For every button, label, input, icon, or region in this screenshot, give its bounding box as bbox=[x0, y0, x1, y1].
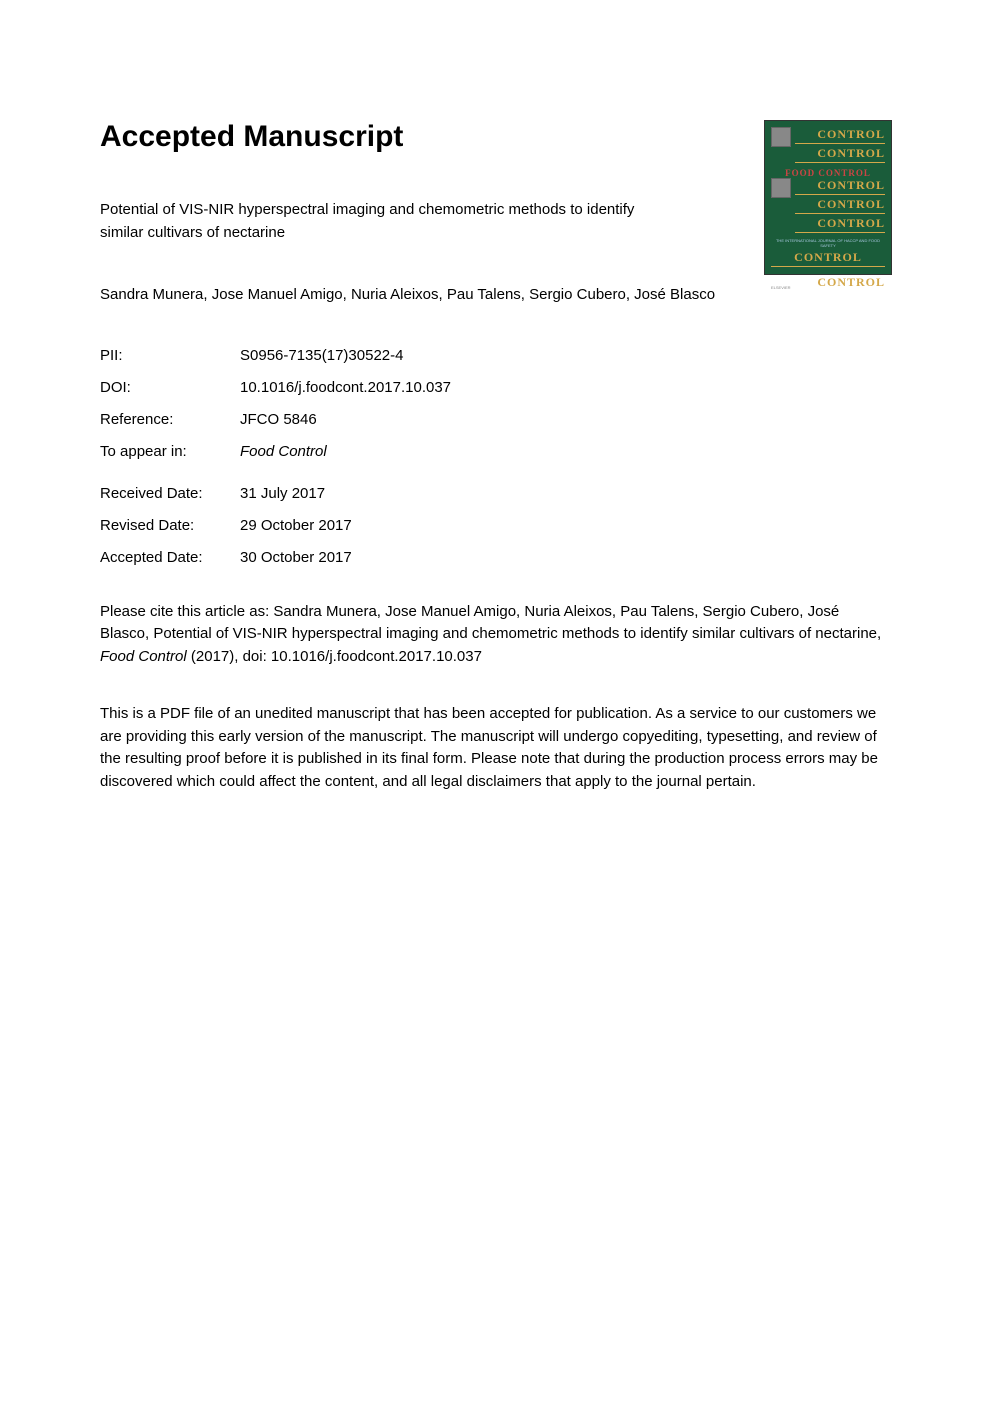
journal-control-text-2: CONTROL bbox=[795, 146, 885, 163]
metadata-value-pii: S0956-7135(17)30522-4 bbox=[240, 347, 403, 364]
metadata-value-revised: 29 October 2017 bbox=[240, 517, 352, 534]
journal-control-text-6: CONTROL bbox=[771, 250, 885, 267]
journal-elsevier-text: ELSEVIER bbox=[771, 285, 791, 290]
metadata-row-doi: DOI: 10.1016/j.foodcont.2017.10.037 bbox=[100, 379, 892, 396]
header-section: Accepted Manuscript CONTROL CONTROL FOOD… bbox=[100, 120, 892, 307]
journal-control-text-4: CONTROL bbox=[795, 197, 885, 214]
article-title: Potential of VIS-NIR hyperspectral imagi… bbox=[100, 199, 680, 244]
citation-prefix: Please cite this article as: Sandra Mune… bbox=[100, 603, 881, 643]
citation-text: Please cite this article as: Sandra Mune… bbox=[100, 601, 892, 669]
journal-control-text-5: CONTROL bbox=[795, 216, 885, 233]
metadata-label-pii: PII: bbox=[100, 347, 240, 364]
journal-cover-thumbnail: CONTROL CONTROL FOOD CONTROL CONTROL CON… bbox=[764, 120, 892, 275]
metadata-value-appear: Food Control bbox=[240, 443, 327, 460]
journal-cover-mid-row: CONTROL CONTROL CONTROL bbox=[771, 178, 885, 235]
metadata-row-pii: PII: S0956-7135(17)30522-4 bbox=[100, 347, 892, 364]
journal-icon-2 bbox=[771, 178, 791, 198]
journal-icon bbox=[771, 127, 791, 147]
metadata-label-appear: To appear in: bbox=[100, 443, 240, 460]
journal-cover-bottom: ELSEVIER CONTROL bbox=[771, 275, 885, 290]
metadata-value-accepted: 30 October 2017 bbox=[240, 549, 352, 566]
citation-journal: Food Control bbox=[100, 648, 187, 665]
metadata-label-accepted: Accepted Date: bbox=[100, 549, 240, 566]
metadata-label-doi: DOI: bbox=[100, 379, 240, 396]
metadata-row-appear: To appear in: Food Control bbox=[100, 443, 892, 460]
metadata-row-accepted: Accepted Date: 30 October 2017 bbox=[100, 549, 892, 566]
journal-control-text-7: CONTROL bbox=[817, 275, 885, 290]
journal-food-text: FOOD CONTROL bbox=[771, 168, 885, 178]
journal-control-text-1: CONTROL bbox=[795, 127, 885, 144]
metadata-value-reference: JFCO 5846 bbox=[240, 411, 317, 428]
citation-suffix: (2017), doi: 10.1016/j.foodcont.2017.10.… bbox=[187, 648, 482, 665]
metadata-value-doi: 10.1016/j.foodcont.2017.10.037 bbox=[240, 379, 451, 396]
journal-subtitle: THE INTERNATIONAL JOURNAL OF HACCP AND F… bbox=[771, 238, 885, 248]
metadata-label-revised: Revised Date: bbox=[100, 517, 240, 534]
metadata-row-reference: Reference: JFCO 5846 bbox=[100, 411, 892, 428]
metadata-table: PII: S0956-7135(17)30522-4 DOI: 10.1016/… bbox=[100, 347, 892, 566]
journal-cover-top-row: CONTROL CONTROL bbox=[771, 127, 885, 165]
disclaimer-text: This is a PDF file of an unedited manusc… bbox=[100, 703, 892, 793]
metadata-row-received: Received Date: 31 July 2017 bbox=[100, 485, 892, 502]
metadata-label-reference: Reference: bbox=[100, 411, 240, 428]
journal-control-text-3: CONTROL bbox=[795, 178, 885, 195]
metadata-row-revised: Revised Date: 29 October 2017 bbox=[100, 517, 892, 534]
journal-cover-inner: CONTROL CONTROL FOOD CONTROL CONTROL CON… bbox=[765, 121, 891, 296]
metadata-label-received: Received Date: bbox=[100, 485, 240, 502]
metadata-value-received: 31 July 2017 bbox=[240, 485, 325, 502]
